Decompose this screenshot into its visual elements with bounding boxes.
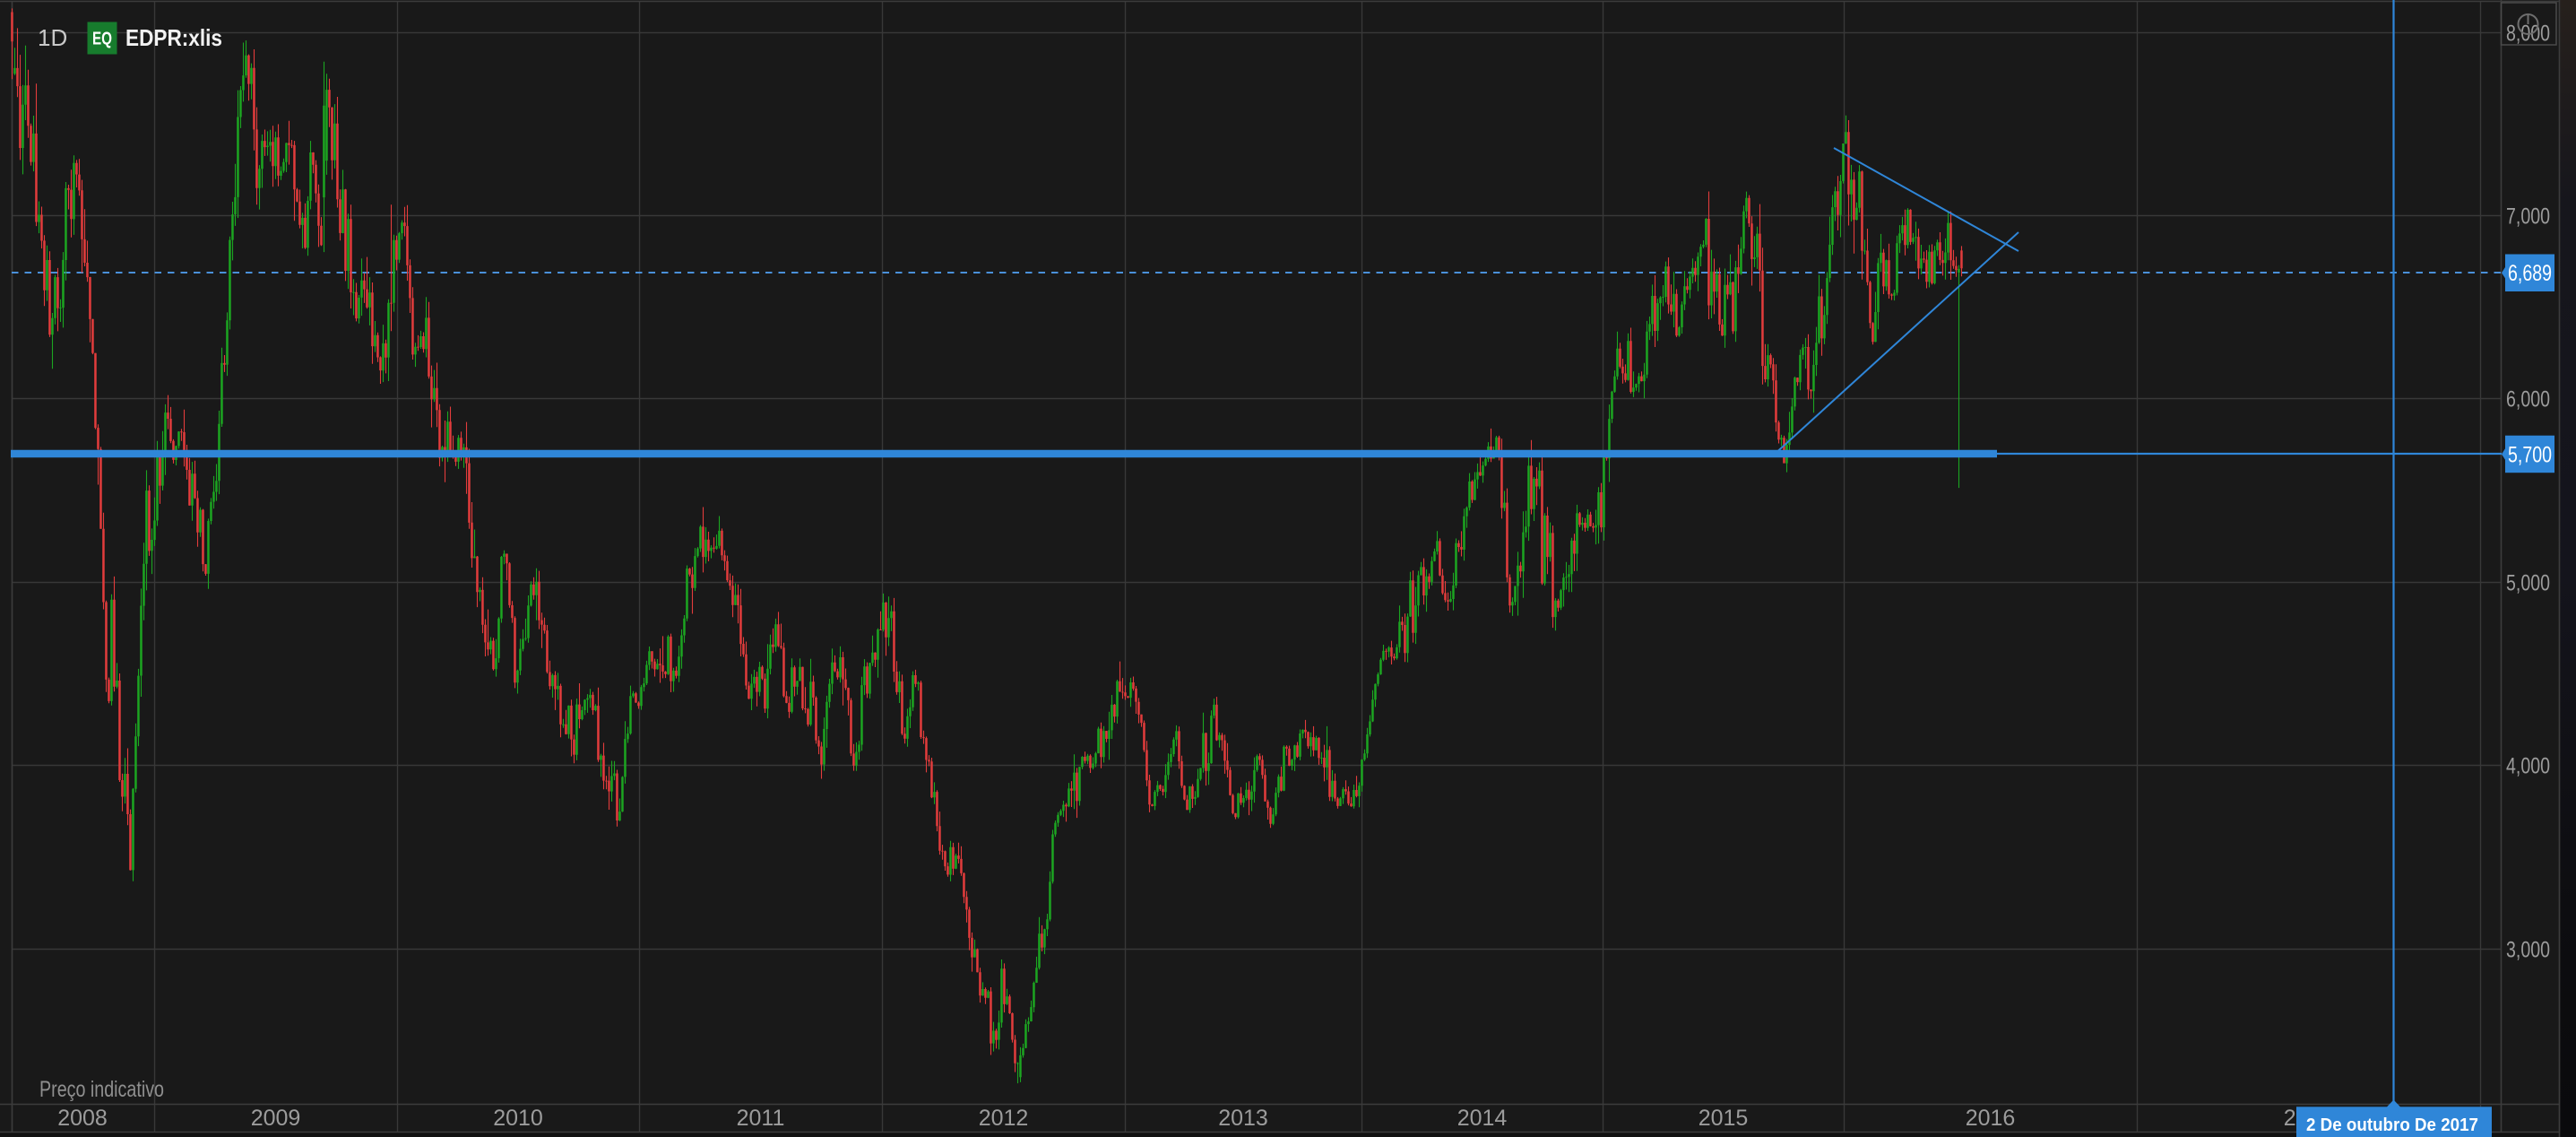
svg-text:3,000: 3,000 xyxy=(2506,938,2550,963)
svg-text:2016: 2016 xyxy=(1966,1106,2016,1131)
svg-text:4,000: 4,000 xyxy=(2506,754,2550,779)
svg-text:2013: 2013 xyxy=(1218,1106,1268,1131)
svg-text:2008: 2008 xyxy=(57,1106,108,1131)
svg-text:5,000: 5,000 xyxy=(2506,571,2550,596)
svg-text:2009: 2009 xyxy=(251,1106,301,1131)
svg-text:6,689: 6,689 xyxy=(2508,261,2552,286)
svg-text:EDPR:xlis: EDPR:xlis xyxy=(125,24,222,51)
svg-text:5,700: 5,700 xyxy=(2508,443,2552,468)
svg-text:2 De outubro De 2017: 2 De outubro De 2017 xyxy=(2306,1115,2478,1135)
svg-text:2012: 2012 xyxy=(979,1106,1029,1131)
svg-text:2014: 2014 xyxy=(1457,1106,1508,1131)
svg-text:1D: 1D xyxy=(38,24,67,51)
svg-text:7,000: 7,000 xyxy=(2506,204,2550,230)
svg-text:Preço indicativo: Preço indicativo xyxy=(39,1077,164,1102)
svg-text:EQ: EQ xyxy=(92,30,112,49)
svg-text:2011: 2011 xyxy=(737,1106,785,1131)
svg-text:2015: 2015 xyxy=(1699,1106,1749,1131)
svg-text:2010: 2010 xyxy=(493,1106,543,1131)
svg-text:6,000: 6,000 xyxy=(2506,387,2550,412)
